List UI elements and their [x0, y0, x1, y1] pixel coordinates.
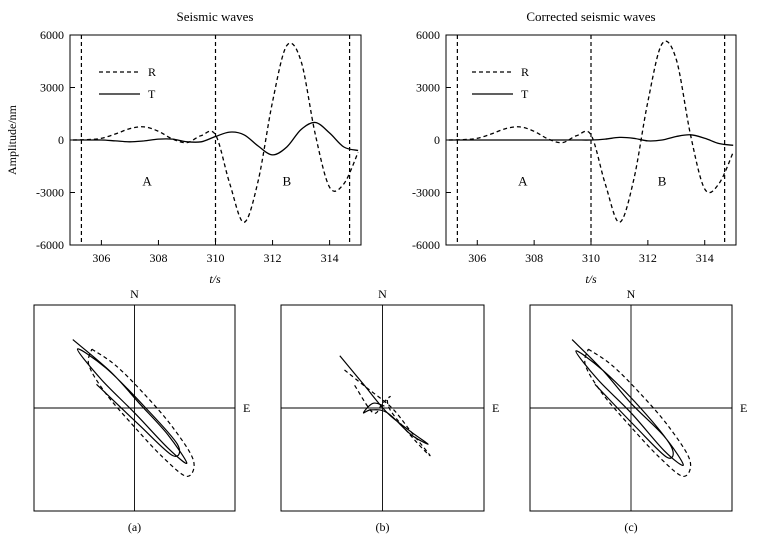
- x-axis-label: t/s: [585, 272, 597, 286]
- x-tick-label: 310: [582, 251, 600, 265]
- x-tick-label: 306: [92, 251, 110, 265]
- x-tick-label: 306: [468, 251, 486, 265]
- marker-lines: [80, 35, 351, 245]
- chart-seismic-waves: Seismic waves 306 308 310 312 314 -6000 -3000 0…: [5, 9, 362, 286]
- legend: R T: [472, 65, 529, 101]
- particle-motion-panel-b: N E (b): [280, 287, 499, 534]
- series-group: [72, 42, 359, 223]
- x-axis-label: t/s: [209, 272, 221, 286]
- chart-corrected-seismic-waves: Corrected seismic waves 306 308 310 312 314 -…: [412, 9, 737, 286]
- series-line-t: [448, 134, 734, 146]
- north-label: N: [627, 287, 636, 301]
- y-tick-label: 3000: [416, 81, 440, 95]
- particle-motion-panel-c: N E (c): [529, 287, 747, 534]
- region-label: A: [518, 174, 528, 189]
- y-tick-label: 6000: [40, 28, 64, 42]
- panel-caption: (b): [376, 520, 390, 534]
- y-tick-label: 0: [58, 133, 64, 147]
- east-label: E: [243, 401, 250, 415]
- particle-motion-panel-a: N E (a): [33, 287, 250, 534]
- series-group: [339, 355, 431, 457]
- y-tick-label: -6000: [412, 238, 440, 252]
- y-tick-label: 3000: [40, 81, 64, 95]
- north-label: N: [378, 287, 387, 301]
- panel-caption: (c): [624, 520, 637, 534]
- series-group: [448, 40, 734, 223]
- axis-ticks: 306 308 310 312 314 -6000 -3000 0 3000 6000: [412, 28, 714, 265]
- region-label: B: [658, 174, 667, 189]
- legend-label-t: T: [521, 87, 529, 101]
- axis-ticks: 306 308 310 312 314 -6000 -3000 0 3000 6000: [36, 28, 339, 265]
- x-tick-label: 312: [639, 251, 657, 265]
- motion-trace-dashed: [87, 348, 195, 477]
- motion-trace-dashed: [584, 348, 692, 477]
- legend-label-r: R: [521, 65, 529, 79]
- series-group: [72, 339, 195, 477]
- y-axis-label: Amplitude/nm: [5, 104, 19, 175]
- x-tick-label: 308: [149, 251, 167, 265]
- y-tick-label: 0: [434, 133, 440, 147]
- chart-title: Seismic waves: [177, 9, 254, 24]
- region-label: B: [282, 174, 291, 189]
- motion-trace-solid: [72, 339, 188, 465]
- chart-title: Corrected seismic waves: [526, 9, 655, 24]
- region-label: A: [142, 174, 152, 189]
- east-label: E: [740, 401, 747, 415]
- panel-caption: (a): [128, 520, 141, 534]
- y-tick-label: 6000: [416, 28, 440, 42]
- legend-label-r: R: [148, 65, 156, 79]
- y-tick-label: -3000: [36, 186, 64, 200]
- legend-label-t: T: [148, 87, 156, 101]
- x-tick-label: 314: [696, 251, 714, 265]
- y-tick-label: -3000: [412, 186, 440, 200]
- motion-trace-solid: [339, 355, 429, 445]
- y-tick-label: -6000: [36, 238, 64, 252]
- north-label: N: [130, 287, 139, 301]
- east-label: E: [492, 401, 499, 415]
- series-group: [571, 339, 692, 477]
- motion-trace-solid: [571, 339, 684, 467]
- series-line-r: [448, 40, 734, 223]
- x-tick-label: 312: [264, 251, 282, 265]
- x-tick-label: 314: [321, 251, 339, 265]
- series-line-r: [72, 42, 359, 223]
- motion-trace-dashed: [344, 369, 431, 457]
- legend: R T: [99, 65, 156, 101]
- series-line-t: [72, 121, 359, 156]
- x-tick-label: 310: [207, 251, 225, 265]
- x-tick-label: 308: [525, 251, 543, 265]
